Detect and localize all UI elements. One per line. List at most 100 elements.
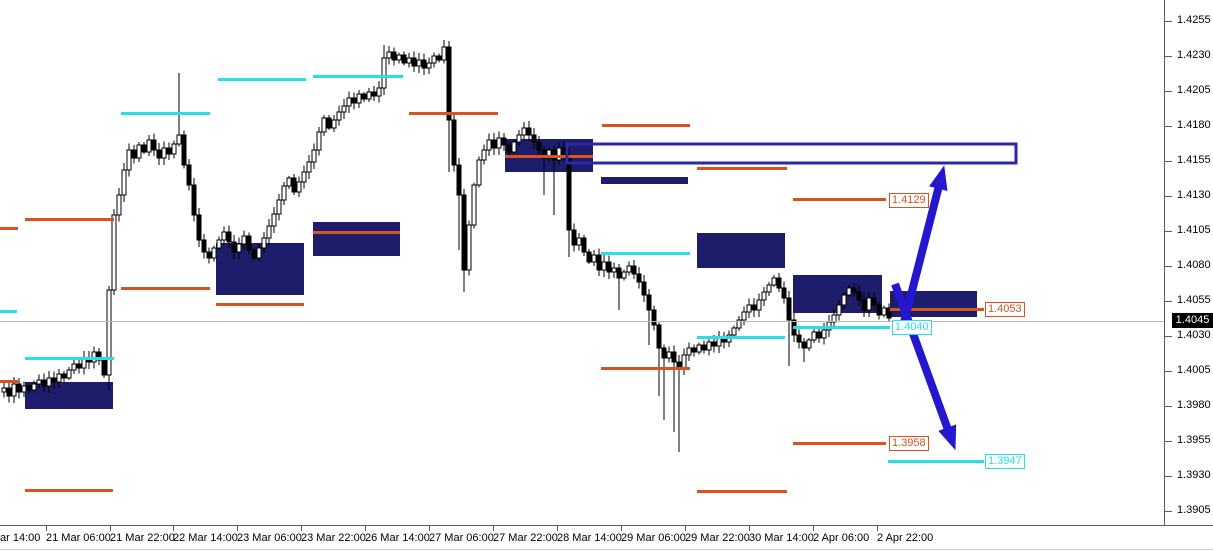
time-tick-label: 27 Mar 22:00: [493, 532, 558, 544]
candlestick: [331, 119, 337, 129]
candlestick: [336, 111, 342, 121]
candlestick: [836, 304, 842, 316]
resistance-ray-orange[interactable]: [890, 308, 984, 311]
support-ray-cyan[interactable]: [25, 357, 114, 360]
candlestick: [556, 147, 562, 161]
candlestick: [661, 347, 667, 359]
candlestick: [886, 307, 892, 319]
resistance-ray-orange[interactable]: [313, 231, 400, 234]
price-level-tag-1-3958[interactable]: 1.3958: [889, 436, 929, 451]
time-tick-label: 22 Mar 14:00: [173, 532, 238, 544]
price-tick-label: 1.4005: [1177, 364, 1211, 376]
support-ray-cyan[interactable]: [888, 460, 984, 463]
price-level-tag-1-3947[interactable]: 1.3947: [985, 454, 1025, 469]
price-tick-label: 1.4055: [1177, 294, 1211, 306]
time-tick-label: 23 Mar 22:00: [301, 532, 366, 544]
price-level-tag-1-4040[interactable]: 1.4040: [892, 320, 932, 335]
resistance-ray-orange[interactable]: [697, 490, 787, 493]
candlestick: [31, 383, 37, 391]
projection-arrow-up-head[interactable]: [929, 165, 948, 192]
price-tick-mark: [1165, 56, 1172, 57]
candlestick: [261, 237, 267, 249]
candlestick: [51, 377, 57, 383]
resistance-ray-orange[interactable]: [216, 303, 304, 306]
candlestick: [841, 294, 847, 306]
time-tick-label: 21 Mar 22:00: [110, 532, 175, 544]
support-ray-cyan[interactable]: [601, 252, 690, 255]
time-axis[interactable]: ar 14:00 21 Mar 06:00 21 Mar 22:00 22 Mar 1…: [0, 525, 1213, 552]
candlestick: [691, 347, 697, 353]
resistance-ray-orange[interactable]: [25, 489, 113, 492]
projection-arrow-down-shaft[interactable]: [891, 282, 953, 433]
candlestick: [571, 229, 577, 246]
supply-demand-zone[interactable]: [601, 177, 688, 184]
candlestick: [436, 55, 442, 61]
price-axis[interactable]: 1.4255 1.4230 1.4205 1.4180 1.4155 1.4130 1.41…: [1164, 0, 1213, 525]
candlestick: [736, 319, 742, 329]
time-tick-mark: [685, 526, 686, 531]
candlestick: [601, 261, 607, 271]
candlestick: [621, 271, 627, 279]
candlestick: [501, 137, 507, 146]
resistance-ray-orange[interactable]: [25, 218, 114, 221]
candlestick: [811, 331, 817, 341]
resistance-ray-orange[interactable]: [697, 167, 787, 170]
candlestick: [186, 164, 192, 186]
projection-arrow-down-head[interactable]: [938, 424, 957, 451]
resistance-ray-orange[interactable]: [602, 124, 690, 127]
candlestick: [626, 265, 632, 273]
candlestick: [21, 385, 27, 393]
candlestick: [491, 139, 497, 149]
candlestick-chart-plot[interactable]: [0, 0, 1164, 525]
candlestick: [871, 297, 877, 306]
candlestick: [396, 54, 402, 61]
resistance-ray-orange[interactable]: [409, 112, 498, 115]
price-tick-label: 1.4155: [1177, 154, 1211, 166]
resistance-ray-orange[interactable]: [0, 227, 18, 230]
candlestick: [191, 184, 197, 216]
candlestick: [236, 243, 242, 253]
candlestick: [376, 87, 382, 97]
price-level-tag-1-4053[interactable]: 1.4053: [985, 302, 1025, 317]
target-box-outline[interactable]: [565, 142, 1018, 165]
support-ray-cyan[interactable]: [0, 310, 17, 313]
resistance-ray-orange[interactable]: [0, 380, 18, 383]
resistance-ray-orange[interactable]: [505, 155, 593, 158]
candlestick: [471, 184, 477, 226]
price-tick-label: 1.4180: [1177, 119, 1211, 131]
resistance-ray-orange[interactable]: [121, 287, 210, 290]
support-ray-cyan[interactable]: [121, 112, 210, 115]
candlestick: [461, 194, 467, 271]
candlestick: [446, 46, 452, 121]
supply-demand-zone[interactable]: [313, 222, 400, 256]
supply-demand-zone[interactable]: [25, 382, 113, 409]
candlestick: [126, 149, 132, 171]
time-tick-label: 28 Mar 14:00: [557, 532, 622, 544]
price-level-tag-1-4129[interactable]: 1.4129: [889, 193, 929, 208]
candlestick: [751, 304, 757, 311]
support-ray-cyan[interactable]: [793, 326, 890, 329]
candlestick: [386, 51, 392, 59]
resistance-ray-orange[interactable]: [601, 367, 690, 370]
support-ray-cyan[interactable]: [313, 75, 403, 78]
time-tick-mark: [557, 526, 558, 531]
candlestick: [706, 341, 712, 351]
price-tick-mark: [1165, 301, 1172, 302]
candlestick: [381, 57, 387, 89]
candlestick: [56, 373, 62, 383]
candlestick: [11, 383, 17, 397]
supply-demand-zone[interactable]: [697, 233, 785, 268]
candlestick: [116, 194, 122, 216]
support-ray-cyan[interactable]: [697, 336, 785, 339]
candlestick: [806, 339, 812, 349]
price-tick-label: 1.4130: [1177, 189, 1211, 201]
resistance-ray-orange[interactable]: [793, 198, 886, 201]
price-tick-label: 1.3930: [1177, 469, 1211, 481]
candlestick: [341, 105, 347, 113]
candlestick: [66, 369, 72, 379]
candlestick: [731, 327, 737, 336]
support-ray-cyan[interactable]: [218, 78, 306, 81]
resistance-ray-orange[interactable]: [793, 442, 886, 445]
candlestick: [71, 363, 77, 371]
candlestick: [846, 287, 852, 296]
